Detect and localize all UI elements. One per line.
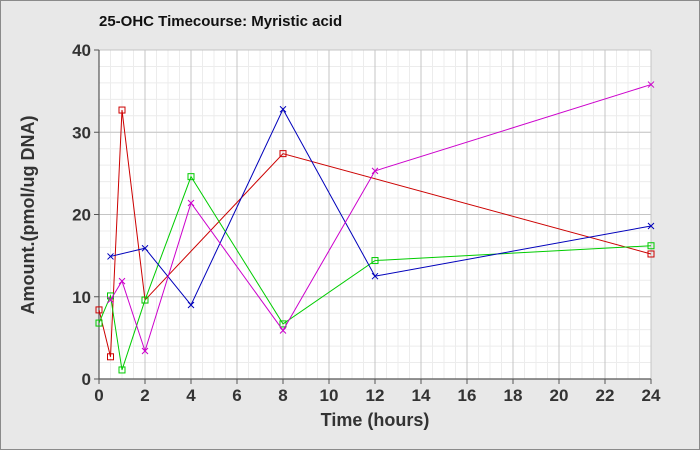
x-tick-label: 18 bbox=[504, 386, 523, 405]
x-tick-label: 20 bbox=[550, 386, 569, 405]
y-axis-title: Amount.(pmol/ug DNA) bbox=[18, 116, 38, 315]
data-point bbox=[95, 319, 103, 327]
data-point bbox=[187, 199, 195, 207]
y-tick-labels: 0 10 20 30 40 bbox=[72, 41, 91, 389]
y-tick-label: 0 bbox=[82, 370, 91, 389]
data-point bbox=[141, 347, 149, 355]
x-tick-label: 10 bbox=[320, 386, 339, 405]
data-point bbox=[371, 167, 379, 175]
data-point bbox=[647, 242, 655, 250]
data-point bbox=[187, 173, 195, 181]
series-4 bbox=[107, 81, 655, 355]
data-point bbox=[107, 353, 114, 361]
x-tick-label: 6 bbox=[232, 386, 241, 405]
data-point bbox=[107, 253, 114, 260]
data-point bbox=[647, 250, 655, 258]
x-tick-label: 4 bbox=[186, 386, 196, 405]
series-line bbox=[98, 109, 652, 357]
x-tick-label: 2 bbox=[140, 386, 149, 405]
data-point bbox=[95, 306, 103, 314]
data-point bbox=[279, 320, 287, 328]
series-3 bbox=[107, 105, 655, 309]
y-tick-label: 10 bbox=[72, 288, 91, 307]
data-point bbox=[118, 277, 126, 285]
series-layer bbox=[95, 81, 655, 374]
chart-title: 25-OHC Timecourse: Myristic acid bbox=[99, 13, 342, 30]
data-point bbox=[118, 106, 126, 114]
x-axis-title: Time (hours) bbox=[321, 410, 430, 430]
data-point bbox=[141, 296, 149, 304]
y-tick-label: 20 bbox=[72, 206, 91, 225]
data-point bbox=[647, 81, 655, 88]
data-point bbox=[107, 296, 114, 304]
series-2 bbox=[95, 173, 655, 374]
x-tick-label: 14 bbox=[412, 386, 431, 405]
x-tick-label: 16 bbox=[458, 386, 477, 405]
data-point bbox=[118, 366, 126, 374]
x-tick-label: 0 bbox=[94, 386, 103, 405]
x-tick-label: 12 bbox=[366, 386, 385, 405]
data-point bbox=[371, 272, 379, 280]
data-point bbox=[647, 222, 655, 230]
data-point bbox=[141, 244, 149, 252]
series-line bbox=[98, 175, 652, 371]
data-point bbox=[187, 301, 195, 309]
x-tick-label: 22 bbox=[596, 386, 615, 405]
data-point bbox=[279, 150, 287, 158]
x-tick-label: 24 bbox=[642, 386, 661, 405]
data-point bbox=[371, 257, 379, 265]
data-point bbox=[279, 105, 287, 113]
data-point bbox=[279, 327, 287, 334]
series-1 bbox=[95, 106, 655, 361]
axes bbox=[94, 49, 652, 384]
series-line bbox=[110, 108, 652, 306]
x-tick-label: 8 bbox=[278, 386, 287, 405]
x-tick-labels: 0 2 4 6 8 10 12 14 16 18 20 22 24 bbox=[94, 386, 661, 405]
y-tick-label: 30 bbox=[72, 123, 91, 142]
y-tick-label: 40 bbox=[72, 41, 91, 60]
